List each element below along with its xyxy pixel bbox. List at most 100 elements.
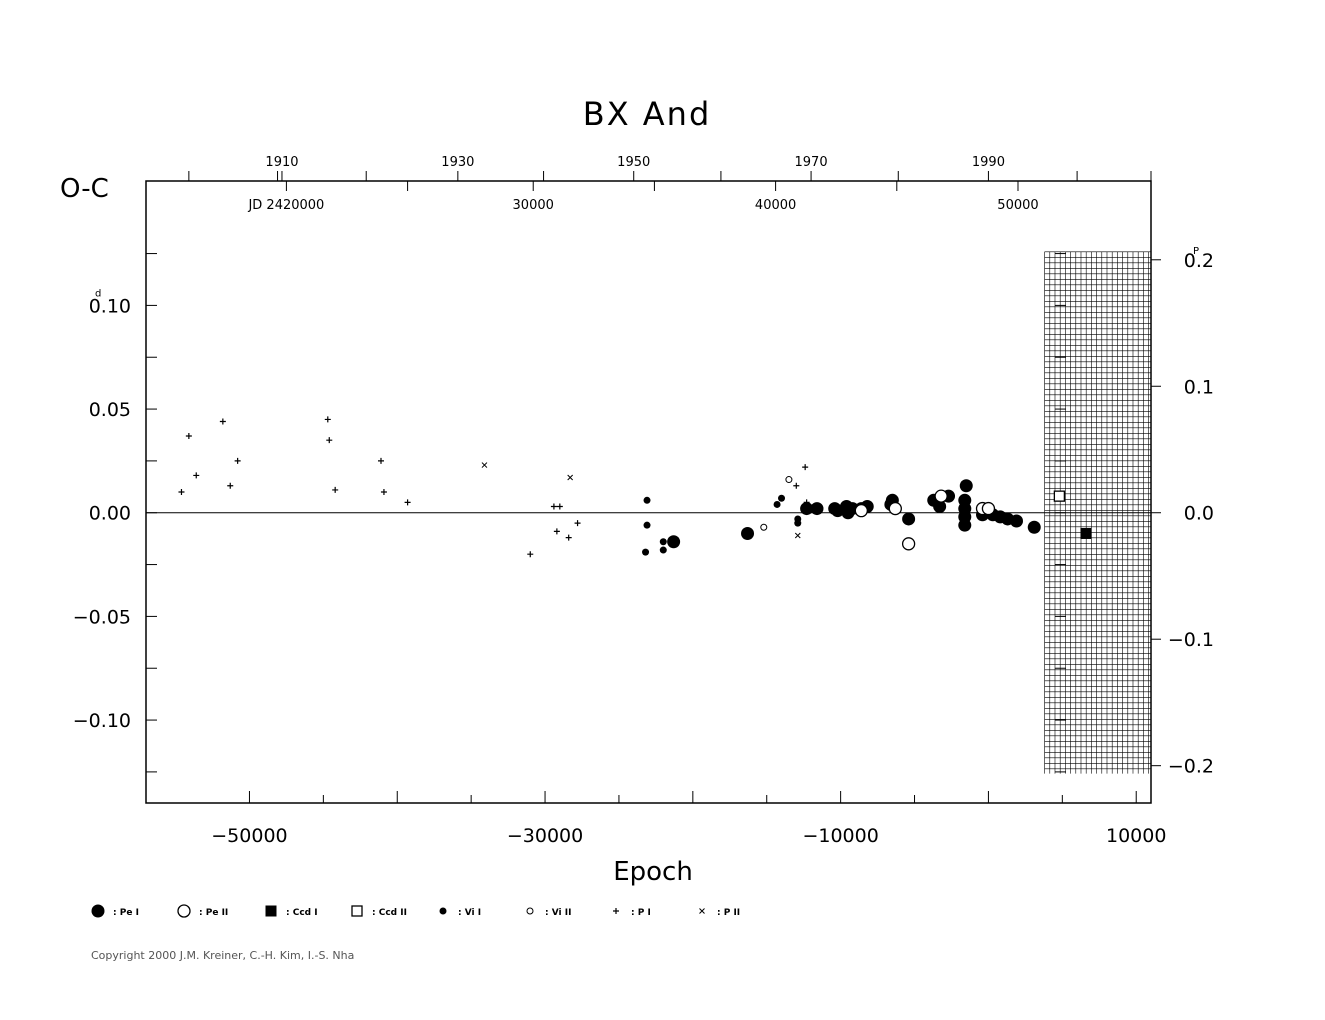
point-pe-i xyxy=(810,502,824,516)
jd-label: 30000 xyxy=(513,198,554,213)
point-p-ii xyxy=(567,474,574,481)
y-tick-label-right: −0.2 xyxy=(1168,756,1214,778)
year-label: 1970 xyxy=(795,155,828,170)
legend-label: : Ccd I xyxy=(286,908,318,918)
point-pe-i xyxy=(1027,520,1041,534)
point-p-ii xyxy=(481,462,488,468)
jd-label: JD 2420000 xyxy=(247,198,324,213)
y-tick-label-right: −0.1 xyxy=(1168,629,1214,651)
point-pe-i xyxy=(959,479,973,493)
y-tick-label-left: 0.00 xyxy=(89,503,131,525)
legend-marker xyxy=(177,904,191,918)
legend-marker xyxy=(613,908,619,914)
point-pe-ii xyxy=(901,537,916,551)
point-vi-i xyxy=(794,519,802,527)
point-pe-ii xyxy=(888,501,902,516)
y-tick-label-right: 0.2 xyxy=(1184,250,1214,272)
year-label: 1950 xyxy=(617,155,650,170)
point-p-i xyxy=(332,486,339,493)
year-label: 1930 xyxy=(441,155,474,170)
x-axis-label: Epoch xyxy=(613,857,693,887)
point-p-i xyxy=(574,520,581,527)
point-pe-i xyxy=(933,500,947,514)
point-pe-i xyxy=(902,512,916,526)
x-tick-label: −30000 xyxy=(507,825,583,847)
x-tick-label: −50000 xyxy=(211,825,287,847)
jd-label: 40000 xyxy=(755,198,796,213)
point-vi-ii xyxy=(785,476,793,484)
point-pe-i xyxy=(800,502,814,516)
point-p-i xyxy=(227,482,234,489)
legend-marker xyxy=(526,907,534,915)
point-vi-i xyxy=(778,494,786,502)
legend-marker xyxy=(351,905,363,917)
point-pe-i xyxy=(1010,514,1024,528)
point-p-i xyxy=(803,499,810,506)
point-p-i xyxy=(380,489,387,495)
x-tick-label: 10000 xyxy=(1106,825,1166,847)
legend-marker xyxy=(439,907,447,915)
point-pe-ii xyxy=(981,501,996,516)
point-p-i xyxy=(234,457,241,464)
jd-label: 50000 xyxy=(997,198,1038,213)
point-pe-i xyxy=(667,535,681,549)
point-ccd-i xyxy=(1080,527,1092,539)
legend-label: : Vi II xyxy=(545,908,571,918)
point-vi-i xyxy=(659,538,667,546)
point-p-i xyxy=(527,551,534,558)
y-tick-label-left: 0.10 xyxy=(89,295,131,317)
legend-marker xyxy=(265,905,277,917)
point-p-i xyxy=(556,503,563,510)
point-p-i xyxy=(802,464,809,471)
y-axis-label: O-C xyxy=(60,174,109,204)
point-vi-ii xyxy=(760,523,768,531)
point-p-i xyxy=(326,437,333,444)
point-pe-i xyxy=(958,518,972,532)
point-pe-ii xyxy=(854,504,868,518)
legend-marker xyxy=(699,908,705,914)
point-p-i xyxy=(219,418,226,425)
y-unit-right: P xyxy=(1193,246,1199,257)
point-pe-i xyxy=(741,526,755,540)
x-tick-label: −10000 xyxy=(802,825,878,847)
year-label: 1990 xyxy=(972,155,1005,170)
point-p-i xyxy=(377,457,384,464)
legend-label: : Vi I xyxy=(458,908,481,918)
legend-marker xyxy=(91,904,105,918)
point-p-i xyxy=(404,499,411,506)
legend-label: : P II xyxy=(717,908,740,918)
y-unit-left: d xyxy=(95,288,101,299)
chart-title: BX And xyxy=(583,95,712,133)
tick-labels: 0.10 0.05 0.00 −0.05 −0.10 d 0.2 0.1 0.0 −0.1 −0.2… xyxy=(73,155,1214,847)
point-vi-i xyxy=(773,500,781,508)
point-p-i xyxy=(324,416,331,423)
point-p-i xyxy=(193,472,200,479)
point-ccd-ii xyxy=(1053,490,1066,502)
point-p-i xyxy=(793,482,800,489)
y-tick-label-left: 0.05 xyxy=(89,399,131,421)
legend-label: : P I xyxy=(631,908,651,918)
legend-label: : Pe I xyxy=(113,908,139,918)
data-points xyxy=(178,416,1092,558)
y-tick-label-right: 0.0 xyxy=(1184,503,1214,525)
legend-label: : Pe II xyxy=(199,908,228,918)
point-pe-ii xyxy=(934,489,948,503)
point-p-i xyxy=(553,528,560,535)
plot-frame xyxy=(145,180,1152,804)
point-p-ii xyxy=(803,503,810,510)
legend-label: : Ccd II xyxy=(372,908,407,918)
legend: : Pe I : Pe II : Ccd I : Ccd II : Vi I : Vi I… xyxy=(91,904,740,918)
point-vi-i xyxy=(659,546,667,554)
point-vi-i xyxy=(643,521,651,529)
year-label: 1910 xyxy=(265,155,298,170)
point-p-i xyxy=(178,489,185,495)
y-tick-label-left: −0.05 xyxy=(73,606,131,628)
point-p-ii xyxy=(794,532,801,539)
axis-ticks xyxy=(146,171,1161,803)
point-vi-i xyxy=(642,548,650,556)
copyright-text: Copyright 2000 J.M. Kreiner, C.-H. Kim, … xyxy=(91,949,355,962)
point-p-i xyxy=(565,534,572,541)
y-tick-label-right: 0.1 xyxy=(1184,376,1214,398)
point-p-i xyxy=(185,433,192,440)
